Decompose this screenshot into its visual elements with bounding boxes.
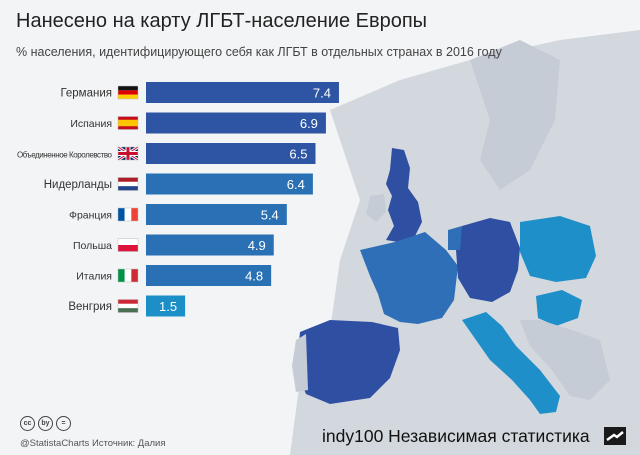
bar-row: Италия 4.8 — [76, 265, 272, 286]
brand-label: indy100 Независимая статистика — [322, 426, 590, 446]
bar-row: Франция 5.4 — [69, 204, 287, 225]
bar — [146, 82, 339, 103]
bar-row: Германия 7.4 — [60, 82, 339, 103]
category-label: Франция — [69, 210, 112, 222]
bar-chart: Германия 7.4 Испания 6.9 Объединенное Короле… — [17, 82, 339, 317]
category-label: Венгрия — [68, 301, 112, 313]
attribution-icon: by — [38, 416, 53, 431]
bar — [146, 112, 326, 134]
bar-row: Нидерланды 6.4 — [44, 173, 313, 195]
category-label: Германия — [60, 88, 112, 100]
bar-value-label: 6.5 — [289, 147, 307, 162]
map-france — [360, 232, 458, 324]
map-spain — [296, 320, 400, 404]
map-portugal — [292, 334, 308, 392]
flag-netherlands-icon — [117, 177, 139, 191]
category-label: Нидерланды — [44, 179, 112, 191]
flag-hungary-icon — [117, 299, 139, 313]
no-derivatives-icon: = — [56, 416, 71, 431]
bar — [146, 143, 316, 164]
bar-value-label: 5.4 — [261, 208, 279, 223]
flag-spain-icon — [117, 116, 139, 130]
map-balkans — [520, 320, 610, 400]
bar-value-label: 4.9 — [248, 238, 266, 253]
flag-italy-icon — [117, 268, 139, 283]
license-icons: cc by = — [20, 416, 71, 431]
flag-uk-icon — [117, 145, 139, 162]
cc-license-icon: cc — [20, 416, 35, 431]
bar-row: Объединенное Королевство 6.5 — [17, 143, 316, 164]
bar — [146, 265, 272, 286]
map-uk — [386, 148, 422, 242]
flag-france-icon — [117, 207, 139, 222]
map-ireland — [366, 194, 386, 222]
bar-value-label: 1.5 — [159, 299, 177, 314]
bar-value-label: 7.4 — [313, 86, 331, 101]
bar-value-label: 6.9 — [300, 116, 318, 131]
map-poland — [520, 216, 596, 282]
flag-poland-icon — [117, 238, 139, 252]
category-label: Объединенное Королевство — [17, 151, 113, 160]
source-note: @StatistaCharts Источник: Далия — [20, 438, 166, 449]
map-netherlands — [448, 226, 462, 250]
bar-value-label: 4.8 — [245, 269, 263, 284]
statista-logo-icon — [604, 427, 626, 445]
map-italy — [462, 312, 560, 414]
map-hungary — [536, 290, 582, 326]
bar-row: Испания 6.9 — [70, 112, 326, 134]
map-germany — [456, 218, 520, 302]
category-label: Испания — [70, 118, 112, 130]
bar-row: Польша 4.9 — [73, 234, 274, 256]
bar-row: Венгрия 1.5 — [68, 295, 186, 317]
category-label: Италия — [76, 271, 112, 283]
bar — [146, 295, 186, 317]
page-title: Нанесено на карту ЛГБТ-население Европы — [16, 10, 428, 32]
category-label: Польша — [73, 240, 112, 252]
page-subtitle: % населения, идентифицирующего себя как … — [16, 45, 502, 59]
bar — [146, 204, 287, 225]
bar — [146, 234, 274, 256]
map-scandinavia — [470, 40, 560, 190]
flag-germany-icon — [117, 85, 139, 100]
bar — [146, 173, 313, 195]
bar-value-label: 6.4 — [287, 177, 305, 192]
